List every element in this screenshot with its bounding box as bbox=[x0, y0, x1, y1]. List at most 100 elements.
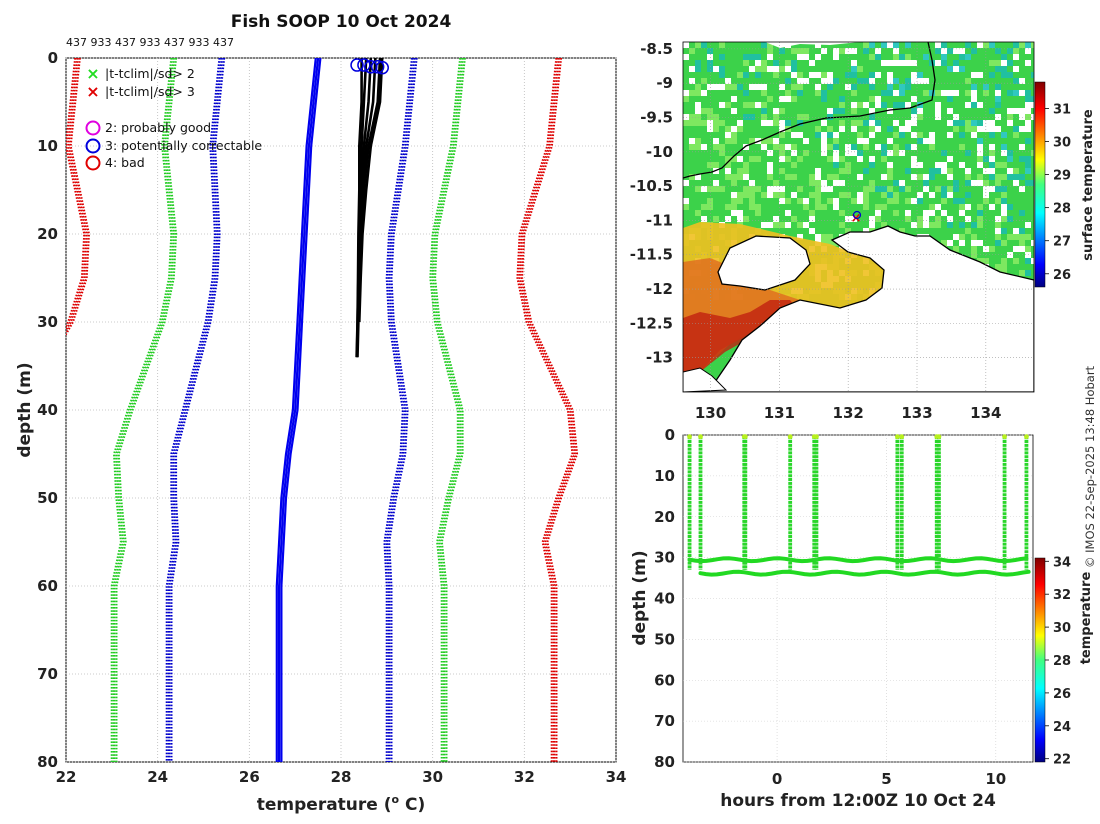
map-cell bbox=[989, 204, 995, 210]
depth-time-section: 0 5 10 0 10 20 30 40 50 60 70 80 hours from 12:00Z … bbox=[630, 426, 1094, 811]
map-cell bbox=[881, 174, 887, 180]
map-cell bbox=[917, 162, 923, 168]
map-cell bbox=[743, 216, 749, 222]
map-y-tick-label: -8.5 bbox=[640, 40, 673, 58]
map-cell bbox=[761, 66, 767, 72]
section-y-label: depth (m) bbox=[630, 550, 650, 645]
map-cell bbox=[899, 54, 905, 60]
map-cell bbox=[821, 120, 827, 126]
map-cell bbox=[1007, 204, 1013, 210]
map-cell bbox=[683, 96, 689, 102]
map-cell bbox=[827, 132, 833, 138]
observed-profile-line bbox=[358, 58, 384, 323]
map-cell bbox=[965, 54, 971, 60]
section-cast-top-point bbox=[899, 434, 905, 440]
map-cell bbox=[833, 108, 839, 114]
land-coast-line bbox=[683, 42, 936, 179]
map-cell bbox=[959, 204, 965, 210]
map-cell bbox=[719, 72, 725, 78]
map-y-tick-label: -10.5 bbox=[630, 177, 673, 195]
map-cell bbox=[839, 102, 845, 108]
map-cell bbox=[683, 204, 689, 210]
map-cell bbox=[797, 120, 803, 126]
map-cell bbox=[755, 186, 761, 192]
map-cell bbox=[917, 174, 923, 180]
map-frame bbox=[682, 41, 1035, 393]
map-cell bbox=[1019, 78, 1025, 84]
map-cell bbox=[785, 222, 791, 228]
map-cell bbox=[719, 42, 725, 48]
map-cell bbox=[731, 174, 737, 180]
map-cell bbox=[833, 132, 839, 138]
map-cell bbox=[695, 90, 701, 96]
map-cell bbox=[689, 114, 695, 120]
map-cell bbox=[749, 54, 755, 60]
map-cell bbox=[965, 78, 971, 84]
map-cell bbox=[785, 198, 791, 204]
map-cell bbox=[827, 108, 833, 114]
map-cell bbox=[815, 126, 821, 132]
map-cell bbox=[881, 90, 887, 96]
map-cell bbox=[719, 54, 725, 60]
map-cell bbox=[833, 156, 839, 162]
map-cell bbox=[941, 192, 947, 198]
map-field: × bbox=[683, 42, 1034, 392]
map-cell bbox=[683, 114, 689, 120]
map-cell bbox=[929, 138, 935, 144]
map-cell bbox=[737, 72, 743, 78]
map-cell bbox=[869, 156, 875, 162]
map-cell bbox=[767, 150, 773, 156]
map-cell bbox=[707, 126, 713, 132]
climatology-mean-line bbox=[278, 58, 320, 762]
climatology-mean-line bbox=[275, 58, 317, 762]
map-cell bbox=[923, 90, 929, 96]
map-cell bbox=[779, 126, 785, 132]
map-y-tick-label: -9.5 bbox=[640, 108, 673, 126]
map-cell bbox=[989, 72, 995, 78]
map-cell bbox=[713, 138, 719, 144]
map-cell bbox=[785, 60, 791, 66]
map-cell bbox=[827, 84, 833, 90]
map-cell bbox=[911, 198, 917, 204]
map-cell bbox=[761, 60, 767, 66]
map-cell bbox=[947, 120, 953, 126]
map-cell bbox=[857, 156, 863, 162]
section-cast-top-point bbox=[1002, 434, 1007, 440]
map-cell bbox=[1025, 120, 1031, 126]
map-cell bbox=[971, 48, 977, 54]
map-cell bbox=[857, 150, 863, 156]
surface-temperature-map: × 130 131 132 133 134 -8.5 -9 -9.5 -10 -10.5 -11 -1… bbox=[630, 40, 1096, 422]
map-cell bbox=[833, 48, 839, 54]
map-cell bbox=[779, 198, 785, 204]
map-cell bbox=[827, 234, 833, 240]
map-cell bbox=[707, 186, 713, 192]
map-cell bbox=[995, 90, 1001, 96]
map-cell bbox=[731, 138, 737, 144]
map-cell bbox=[821, 90, 827, 96]
map-cell bbox=[755, 66, 761, 72]
map-cell bbox=[995, 240, 1001, 246]
map-cell bbox=[707, 84, 713, 90]
map-cell bbox=[785, 174, 791, 180]
map-cell bbox=[695, 120, 701, 126]
map-cell bbox=[827, 156, 833, 162]
map-cell bbox=[1013, 234, 1019, 240]
map-cell bbox=[899, 90, 905, 96]
map-cell bbox=[863, 168, 869, 174]
map-cell bbox=[1001, 240, 1007, 246]
map-cell bbox=[965, 150, 971, 156]
section-colorbar-tick-label: 22 bbox=[1053, 753, 1071, 768]
y-tick-label: 60 bbox=[37, 577, 58, 595]
map-cell bbox=[731, 204, 737, 210]
map-grid bbox=[683, 42, 1034, 392]
map-cell bbox=[917, 132, 923, 138]
map-colorbar-tick-label: 31 bbox=[1053, 102, 1071, 117]
map-colorbar-label: surface temperature bbox=[1081, 109, 1096, 261]
map-cell bbox=[887, 84, 893, 90]
map-cell bbox=[707, 60, 713, 66]
map-cell bbox=[1013, 246, 1019, 252]
map-cell bbox=[923, 138, 929, 144]
map-cell bbox=[869, 120, 875, 126]
map-cell bbox=[713, 162, 719, 168]
map-cell bbox=[809, 216, 815, 222]
